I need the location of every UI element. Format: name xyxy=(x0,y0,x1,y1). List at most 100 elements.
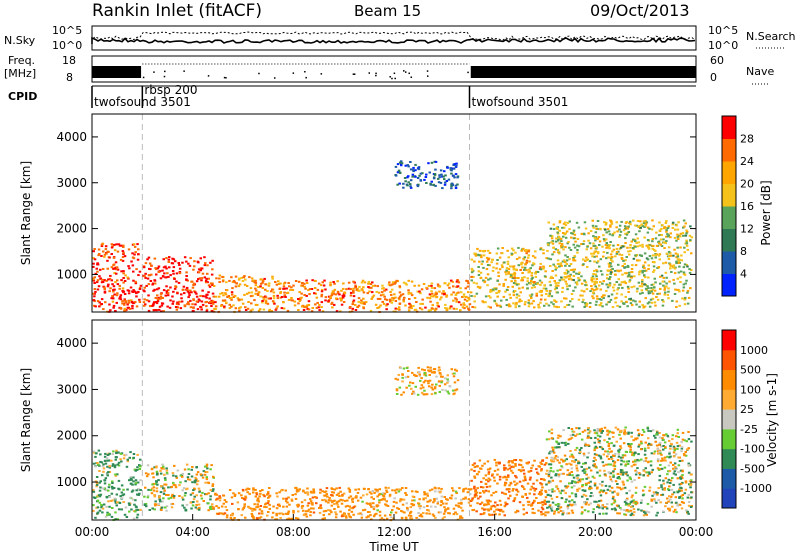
heatmap-cell xyxy=(632,257,636,260)
heatmap-cell xyxy=(420,391,424,394)
heatmap-cell xyxy=(431,371,434,374)
heatmap-cell xyxy=(254,292,257,295)
heatmap-cell xyxy=(595,487,599,490)
heatmap-cell xyxy=(616,483,619,485)
heatmap-cell xyxy=(674,508,677,511)
heatmap-cell xyxy=(147,274,151,277)
heatmap-cell xyxy=(120,491,124,494)
heatmap-cell xyxy=(648,472,651,475)
heatmap-cell xyxy=(619,445,622,448)
heatmap-cell xyxy=(357,512,360,515)
heatmap-cell xyxy=(139,284,143,287)
heatmap-cell xyxy=(138,492,141,495)
heatmap-cell xyxy=(234,285,238,288)
heatmap-cell xyxy=(678,503,682,506)
heatmap-cell xyxy=(98,481,101,484)
heatmap-cell xyxy=(431,388,435,391)
heatmap-cell xyxy=(131,307,134,310)
heatmap-cell xyxy=(556,259,560,262)
heatmap-cell xyxy=(251,308,254,311)
heatmap-cell xyxy=(512,488,515,490)
heatmap-cell xyxy=(152,489,156,492)
heatmap-cell xyxy=(594,436,597,439)
heatmap-cell xyxy=(618,234,622,237)
heatmap-cell xyxy=(689,486,692,489)
heatmap-cell xyxy=(93,276,96,279)
heatmap-cell xyxy=(421,302,424,305)
heatmap-cell xyxy=(116,279,119,282)
heatmap-cell xyxy=(576,481,580,484)
heatmap-cell xyxy=(92,451,96,454)
heatmap-cell xyxy=(262,493,265,496)
heatmap-cell xyxy=(238,277,241,280)
heatmap-cell xyxy=(681,431,685,434)
heatmap-cell xyxy=(354,284,357,287)
heatmap-cell xyxy=(676,277,679,280)
heatmap-cell xyxy=(624,295,627,298)
heatmap-cell xyxy=(398,182,401,185)
heatmap-cell xyxy=(178,484,181,487)
heatmap-cell xyxy=(566,275,569,278)
heatmap-cell xyxy=(598,428,602,431)
heatmap-cell xyxy=(667,250,671,253)
heatmap-cell xyxy=(311,502,314,505)
heatmap-cell xyxy=(132,270,135,273)
heatmap-cell xyxy=(491,269,495,272)
heatmap-cell xyxy=(470,267,474,270)
heatmap-cell xyxy=(154,504,157,507)
heatmap-cell xyxy=(138,298,141,301)
heatmap-cell xyxy=(136,466,139,469)
heatmap-cell xyxy=(544,489,547,492)
heatmap-cell xyxy=(129,451,132,454)
heatmap-cell xyxy=(422,512,425,514)
heatmap-cell xyxy=(606,228,610,231)
heatmap-cell xyxy=(641,494,645,497)
heatmap-cell xyxy=(303,294,306,296)
heatmap-cell xyxy=(467,488,470,491)
heatmap-cell xyxy=(530,286,534,289)
heatmap-cell xyxy=(562,222,566,225)
heatmap-cell xyxy=(523,303,527,306)
heatmap-cell xyxy=(290,499,294,502)
heatmap-cell xyxy=(566,288,569,291)
heatmap-cell xyxy=(130,478,133,481)
heatmap-cell xyxy=(665,276,668,279)
heatmap-cell xyxy=(635,254,638,256)
heatmap-cell xyxy=(672,472,676,475)
heatmap-cell xyxy=(119,294,123,297)
heatmap-cell xyxy=(216,497,219,500)
heatmap-cell xyxy=(529,476,532,479)
heatmap-cell xyxy=(606,503,609,505)
heatmap-cell xyxy=(362,494,365,497)
heatmap-cell xyxy=(572,456,575,459)
heatmap-cell xyxy=(107,512,111,515)
heatmap-cell xyxy=(381,284,384,287)
heatmap-cell xyxy=(133,253,136,256)
heatmap-cell xyxy=(176,306,179,309)
heatmap-cell xyxy=(589,302,592,304)
heatmap-cell xyxy=(382,495,386,498)
heatmap-cell xyxy=(548,480,551,483)
heatmap-cell xyxy=(494,288,498,291)
heatmap-cell xyxy=(541,501,544,504)
heatmap-cell xyxy=(624,282,628,285)
heatmap-cell xyxy=(357,304,361,307)
heatmap-cell xyxy=(422,498,425,501)
colorbar-swatch xyxy=(722,116,736,139)
heatmap-cell xyxy=(515,293,519,296)
heatmap-cell xyxy=(391,299,394,302)
freq-point xyxy=(163,75,166,78)
heatmap-cell xyxy=(646,231,650,234)
heatmap-cell xyxy=(242,497,246,500)
heatmap-cell xyxy=(513,274,516,277)
heatmap-cell xyxy=(662,276,665,279)
heatmap-cell xyxy=(548,463,551,466)
heatmap-cell xyxy=(625,492,628,495)
heatmap-cell xyxy=(200,308,203,311)
heatmap-cell xyxy=(434,505,437,508)
heatmap-cell xyxy=(632,460,635,463)
heatmap-cell xyxy=(204,281,208,284)
heatmap-cell xyxy=(630,443,633,445)
heatmap-cell xyxy=(104,452,107,455)
